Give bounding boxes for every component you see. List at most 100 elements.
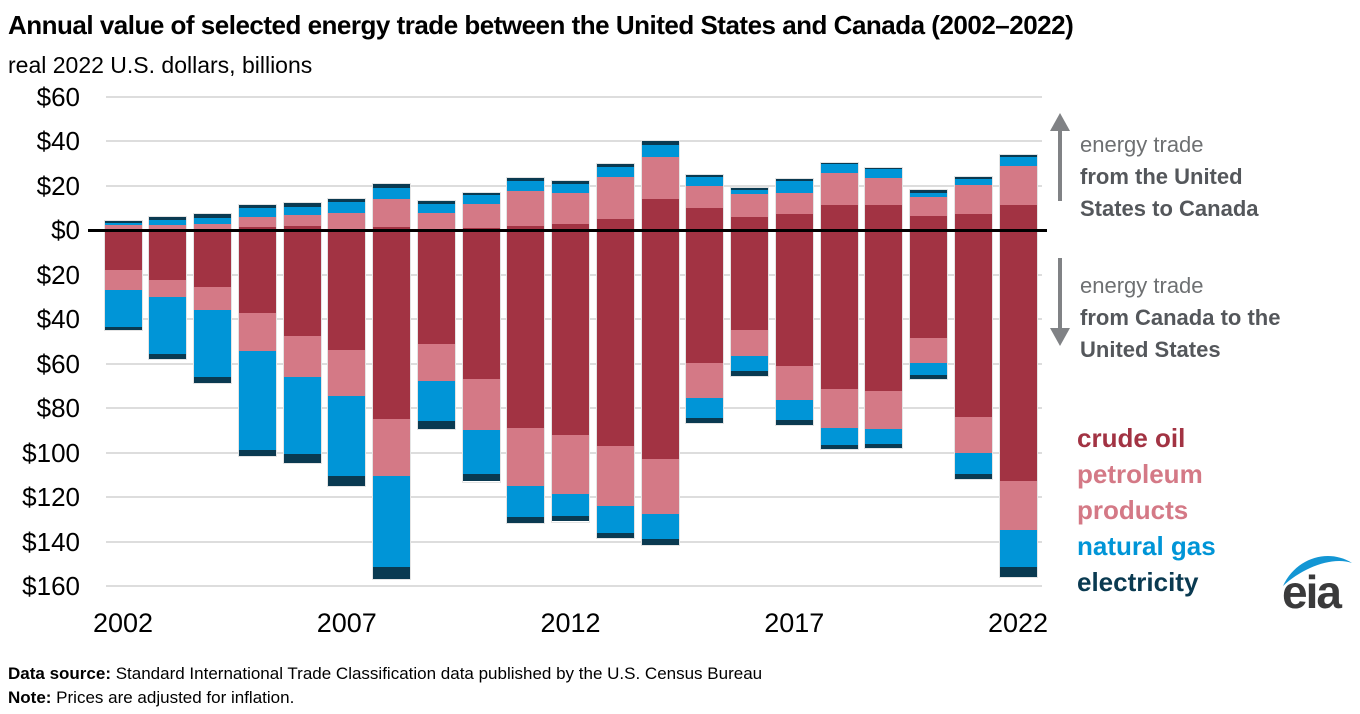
bar-segment-import-petroleum-products [596, 445, 634, 506]
bar-segment-import-electricity [865, 443, 903, 449]
bar-segment-export-petroleum-products [954, 184, 992, 214]
bar-segment-export-petroleum-products [641, 157, 679, 200]
bar-segment-export-electricity [552, 181, 589, 184]
bar-segment-export-electricity [238, 205, 276, 209]
bar-2014 [640, 140, 680, 546]
bar-segment-export-electricity [373, 183, 410, 189]
bar-segment-import-crude-oil [865, 230, 903, 392]
annotation-line: United States [1080, 337, 1221, 362]
annotation-line: energy trade [1080, 132, 1204, 157]
bar-segment-export-electricity [104, 221, 142, 223]
bar-segment-import-crude-oil [283, 230, 321, 336]
bar-segment-export-electricity [731, 188, 768, 191]
bar-segment-import-natural-gas [149, 296, 187, 354]
bar-segment-export-crude-oil [596, 219, 634, 231]
bar-segment-export-petroleum-products [775, 192, 813, 214]
bar-segment-import-electricity [417, 421, 455, 430]
bar-segment-export-crude-oil [775, 213, 813, 231]
bar-segment-export-petroleum-products [820, 172, 858, 205]
bar-segment-import-crude-oil [641, 230, 679, 460]
bar-segment-import-petroleum-products [462, 379, 500, 431]
bar-segment-import-electricity [373, 567, 410, 580]
bar-segment-export-electricity [999, 154, 1037, 157]
bar-segment-export-natural-gas [596, 167, 634, 177]
bar-segment-import-electricity [462, 473, 500, 482]
bar-segment-export-natural-gas [283, 206, 321, 215]
bar-segment-import-petroleum-products [328, 350, 366, 396]
x-axis-tick-label: 2017 [764, 608, 825, 638]
x-axis-tick-label: 2002 [92, 608, 154, 638]
bar-segment-export-electricity [686, 174, 724, 177]
bar-segment-export-petroleum-products [999, 165, 1037, 205]
bar-segment-import-electricity [999, 567, 1037, 578]
bar-segment-export-crude-oil [686, 208, 724, 231]
bar-segment-export-petroleum-products [686, 185, 724, 209]
gridline [106, 96, 1042, 98]
down-arrow-icon [1050, 258, 1070, 346]
y-axis-tick-label: $120 [22, 482, 80, 513]
bar-segment-import-electricity [194, 377, 231, 383]
y-axis-tick-label: $60 [36, 82, 80, 112]
bar-segment-import-natural-gas [104, 290, 142, 327]
bar-segment-import-petroleum-products [417, 343, 455, 382]
annotation-line: energy trade [1080, 273, 1204, 298]
bar-segment-import-electricity [686, 418, 724, 423]
eia-logo-text: eia [1282, 566, 1342, 612]
bar-2011 [506, 177, 546, 524]
bar-segment-export-petroleum-products [865, 178, 903, 205]
bar-segment-export-electricity [954, 177, 992, 180]
bar-segment-export-crude-oil [373, 227, 410, 231]
bar-segment-export-natural-gas [552, 183, 589, 193]
annotation-line: States to Canada [1080, 196, 1259, 221]
bar-segment-import-petroleum-products [999, 481, 1037, 531]
page-title: Annual value of selected energy trade be… [8, 10, 1074, 40]
bar-segment-import-crude-oil [999, 230, 1037, 482]
bar-segment-export-crude-oil [820, 204, 858, 231]
bar-segment-export-natural-gas [731, 190, 768, 194]
bar-segment-export-natural-gas [194, 217, 231, 224]
bar-segment-import-petroleum-products [194, 287, 231, 311]
bar-segment-export-natural-gas [641, 144, 679, 157]
annotation-line: from Canada to the [1080, 305, 1281, 330]
bar-2012 [551, 180, 590, 523]
bar-segment-import-crude-oil [820, 230, 858, 390]
bar-segment-import-petroleum-products [954, 417, 992, 453]
bar-segment-import-natural-gas [462, 430, 500, 474]
y-axis-tick-label: $100 [22, 437, 80, 468]
bar-segment-import-petroleum-products [910, 338, 947, 363]
bar-segment-import-electricity [149, 353, 187, 360]
bar-segment-export-crude-oil [999, 204, 1037, 231]
bar-segment-export-natural-gas [954, 179, 992, 185]
bar-segment-import-petroleum-products [238, 312, 276, 352]
bar-segment-export-electricity [775, 179, 813, 182]
bar-segment-import-natural-gas [283, 377, 321, 454]
bar-segment-export-petroleum-products [507, 191, 545, 226]
bar-2019 [864, 167, 904, 450]
bar-segment-import-crude-oil [104, 230, 142, 271]
data-source-label: Data source: [8, 664, 111, 683]
bar-2009 [416, 200, 456, 431]
y-axis-tick-label: $40 [36, 126, 80, 157]
bar-2018 [819, 161, 859, 451]
note-text: Prices are adjusted for inflation. [51, 688, 295, 707]
y-axis-tick-label: $0 [51, 215, 80, 246]
bar-segment-import-natural-gas [954, 452, 992, 474]
bar-segment-import-electricity [775, 420, 813, 425]
annotation-line: from the United [1080, 164, 1243, 189]
bar-segment-import-crude-oil [731, 230, 768, 331]
bar-2016 [730, 187, 769, 377]
bar-segment-import-electricity [820, 444, 858, 450]
bar-2017 [774, 178, 814, 426]
bar-segment-export-natural-gas [462, 194, 500, 204]
bar-segment-import-petroleum-products [104, 270, 142, 291]
bar-segment-export-natural-gas [686, 177, 724, 186]
bar-segment-export-electricity [283, 203, 321, 207]
bar-segment-export-petroleum-products [373, 199, 410, 227]
bar-segment-import-crude-oil [596, 230, 634, 446]
up-arrow-icon [1050, 113, 1070, 201]
note-label: Note: [8, 688, 52, 707]
bar-segment-import-natural-gas [552, 493, 589, 516]
annotation-canada-to-us: energy trade from Canada to the United S… [1080, 270, 1342, 366]
bar-segment-import-electricity [328, 475, 366, 486]
bar-segment-export-petroleum-products [328, 212, 366, 230]
